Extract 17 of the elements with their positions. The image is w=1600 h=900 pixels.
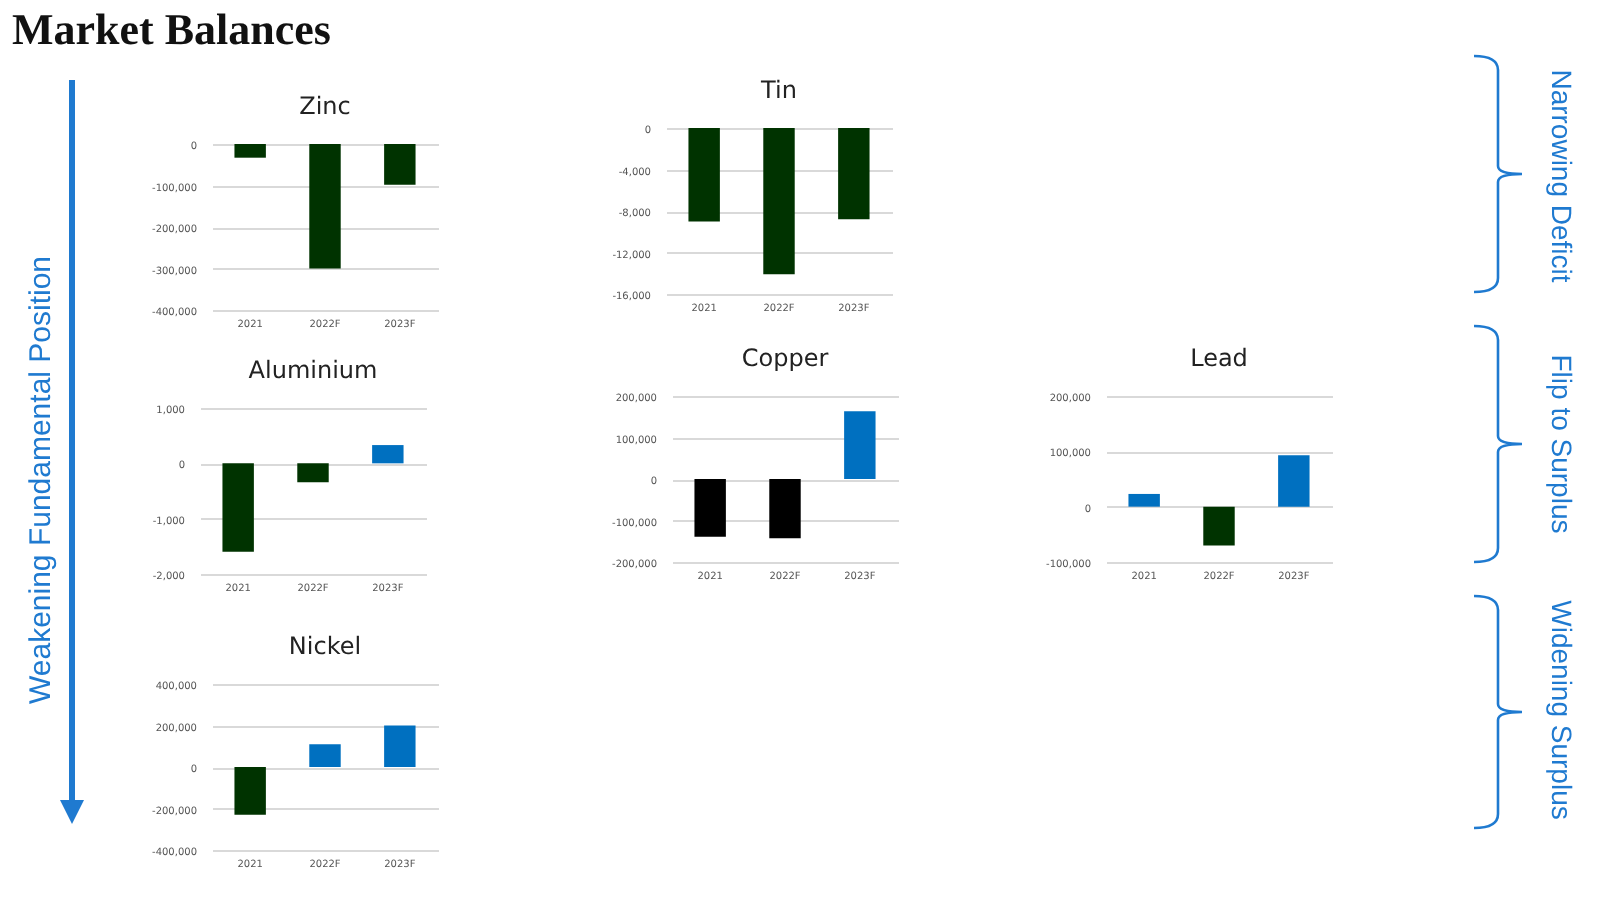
bar <box>1128 493 1160 507</box>
bar <box>1203 506 1235 546</box>
text: Widening Surplus <box>1546 600 1578 820</box>
chart-title: Aluminium <box>248 356 378 384</box>
chart-title: Nickel <box>288 632 362 660</box>
bar <box>1278 455 1310 507</box>
chart-title: Zinc <box>299 92 351 120</box>
chart-title: Tin <box>759 76 797 104</box>
chart-title: Lead <box>1190 344 1248 372</box>
chart-title: Copper <box>741 344 829 372</box>
text: Weakening Fundamental Position <box>24 255 58 704</box>
text: Market Balances <box>12 4 331 56</box>
text: Flip to Surplus <box>1546 354 1578 534</box>
bar <box>309 744 341 767</box>
bar <box>384 725 416 767</box>
text: Narrowing Deficit <box>1546 69 1578 283</box>
bar <box>234 767 266 815</box>
